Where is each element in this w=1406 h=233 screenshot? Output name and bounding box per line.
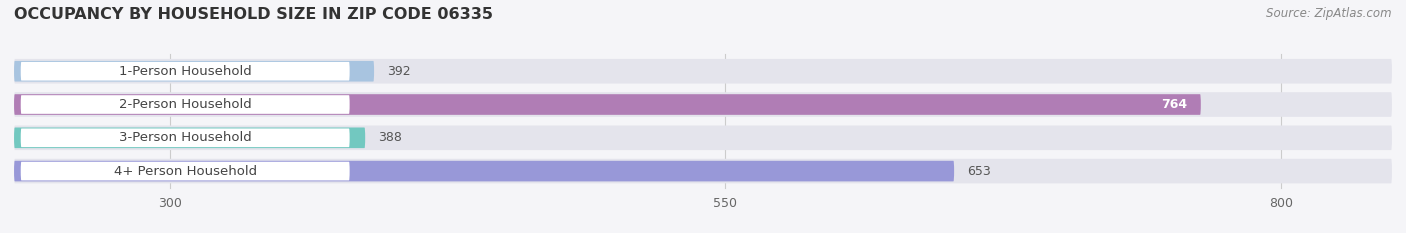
Text: 764: 764 — [1161, 98, 1188, 111]
Text: Source: ZipAtlas.com: Source: ZipAtlas.com — [1267, 7, 1392, 20]
FancyBboxPatch shape — [14, 61, 374, 82]
FancyBboxPatch shape — [21, 62, 350, 81]
Text: 388: 388 — [378, 131, 402, 144]
FancyBboxPatch shape — [14, 92, 1392, 117]
FancyBboxPatch shape — [21, 95, 350, 114]
FancyBboxPatch shape — [14, 94, 1201, 115]
Text: 392: 392 — [388, 65, 411, 78]
FancyBboxPatch shape — [14, 159, 1392, 183]
Text: 4+ Person Household: 4+ Person Household — [114, 164, 257, 178]
Text: 2-Person Household: 2-Person Household — [120, 98, 252, 111]
FancyBboxPatch shape — [14, 126, 1392, 150]
FancyBboxPatch shape — [14, 161, 955, 182]
FancyBboxPatch shape — [14, 127, 366, 148]
FancyBboxPatch shape — [14, 59, 1392, 84]
Text: 1-Person Household: 1-Person Household — [120, 65, 252, 78]
Text: OCCUPANCY BY HOUSEHOLD SIZE IN ZIP CODE 06335: OCCUPANCY BY HOUSEHOLD SIZE IN ZIP CODE … — [14, 7, 494, 22]
Text: 653: 653 — [967, 164, 991, 178]
FancyBboxPatch shape — [21, 128, 350, 147]
FancyBboxPatch shape — [21, 162, 350, 180]
Text: 3-Person Household: 3-Person Household — [120, 131, 252, 144]
